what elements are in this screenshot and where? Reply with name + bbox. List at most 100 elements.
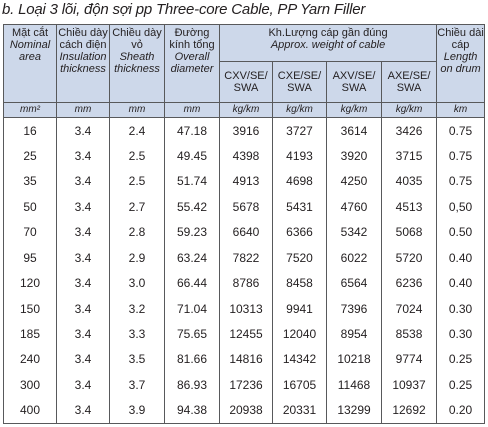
cell-area: 185 [3,321,57,347]
cell-diameter: 49.45 [164,143,220,169]
cell-insulation: 3.4 [56,117,110,144]
table-row: 70 3.4 2.8 59.23 6640 6366 5342 5068 0.50 [3,219,486,245]
cell-cxv: 7822 [219,244,273,271]
cell-diameter: 71.04 [164,295,220,322]
cell-insulation: 3.4 [56,295,110,322]
header-sheath: Chiều dày vỏ Sheath thickness [109,24,165,103]
cell-cxv: 4398 [219,143,273,169]
cell-axv: 6022 [326,244,382,271]
cell-insulation: 3.4 [56,194,110,220]
cell-axv: 6564 [326,270,382,296]
cell-length: 0.25 [436,372,486,398]
cell-diameter: 51.74 [164,168,220,195]
units-row: mm² mm mm mm kg/km kg/km kg/km kg/km km [3,102,486,118]
cell-insulation: 3.4 [56,346,110,373]
header-length-vn: Chiều dài cáp [437,27,484,51]
cell-cxe: 12040 [272,321,327,347]
cell-diameter: 59.23 [164,219,220,245]
cell-diameter: 94.38 [164,397,220,424]
cell-axv: 4760 [326,194,382,220]
cell-cxe: 5431 [272,194,327,220]
cell-cxe: 9941 [272,295,327,322]
cell-length: 0.40 [436,244,486,271]
unit-cell: km [436,102,486,118]
unit-cell: kg/km [272,102,327,118]
cell-sheath: 2.9 [109,244,165,271]
cell-length: 0.75 [436,117,486,144]
unit-cell: kg/km [380,102,438,118]
header-diameter: Đường kính tổng Overall diameter [164,24,220,103]
header-axv: AXV/SE/ SWA [326,61,382,103]
cell-sheath: 2.8 [109,219,165,245]
cell-axe: 8538 [380,321,438,347]
cell-cxe: 14342 [272,346,327,373]
cell-length: 0.30 [436,295,486,322]
header-area-vn: Mặt cắt [11,27,49,39]
cell-insulation: 3.4 [56,270,110,296]
header-length: Chiều dài cáp Length on drum [436,24,486,103]
cell-cxe: 8458 [272,270,327,296]
cell-cxv: 14816 [219,346,273,373]
table-row: 50 3.4 2.7 55.42 5678 5431 4760 4513 0,50 [3,194,486,220]
header-sheath-en: Sheath thickness [114,51,160,75]
cell-sheath: 2.4 [109,117,165,144]
header-length-en: Length on drum [440,51,481,75]
header-area-en: Nominal area [9,39,51,63]
cell-diameter: 63.24 [164,244,220,271]
cell-diameter: 81.66 [164,346,220,373]
cell-cxv: 20938 [219,397,273,424]
cell-insulation: 3.4 [56,244,110,271]
cell-axv: 13299 [326,397,382,424]
cell-insulation: 3.4 [56,168,110,195]
table-row: 300 3.4 3.7 86.93 17236 16705 11468 10937 0.25 [3,372,486,398]
unit-cell: mm [109,102,165,118]
cell-area: 50 [3,194,57,220]
table-row: 95 3.4 2.9 63.24 7822 7520 6022 5720 0.40 [3,244,486,271]
table-row: 16 3.4 2.4 47.18 3916 3727 3614 3426 0.75 [3,117,486,144]
cell-sheath: 2.5 [109,168,165,195]
cell-cxe: 20331 [272,397,327,424]
table-body: 16 3.4 2.4 47.18 3916 3727 3614 3426 0.75 25 3.4 2.… [3,117,486,424]
cell-axe: 3426 [380,117,438,144]
cell-area: 240 [3,346,57,373]
table-row: 400 3.4 3.9 94.38 20938 20331 13299 12692 0.20 [3,397,486,424]
cell-sheath: 3.0 [109,270,165,296]
cell-diameter: 66.44 [164,270,220,296]
cell-cxv: 5678 [219,194,273,220]
cell-area: 300 [3,372,57,398]
cell-sheath: 2.7 [109,194,165,220]
cell-area: 120 [3,270,57,296]
cell-cxv: 8786 [219,270,273,296]
cell-sheath: 2.5 [109,143,165,169]
header-cxv: CXV/SE/ SWA [219,61,273,103]
cell-axv: 4250 [326,168,382,195]
header-diameter-en: Overall diameter [170,51,214,75]
cell-axv: 3920 [326,143,382,169]
cell-length: 0.50 [436,219,486,245]
cell-cxe: 6366 [272,219,327,245]
cell-area: 400 [3,397,57,424]
header-weight-vn: Kh.Lượng cáp gần đúng [268,27,388,39]
header-cxe: CXE/SE/ SWA [272,61,327,103]
table-row: 150 3.4 3.2 71.04 10313 9941 7396 7024 0.30 [3,295,486,322]
unit-cell: kg/km [219,102,273,118]
cell-diameter: 75.65 [164,321,220,347]
cell-cxe: 16705 [272,372,327,398]
cell-sheath: 3.5 [109,346,165,373]
cell-axe: 12692 [380,397,438,424]
header-area: Mặt cắt Nominal area [3,24,57,103]
cell-cxv: 4913 [219,168,273,195]
table-row: 240 3.4 3.5 81.66 14816 14342 10218 9774 0.25 [3,346,486,373]
cell-cxv: 6640 [219,219,273,245]
header-diameter-vn: Đường kính tổng [169,27,215,51]
unit-cell: mm [56,102,110,118]
header-insulation-vn: Chiều dày cách điện [58,27,108,51]
cell-area: 70 [3,219,57,245]
table-row: 35 3.4 2.5 51.74 4913 4698 4250 4035 0.75 [3,168,486,195]
cable-spec-table: Mặt cắt Nominal area Chiều dày cách điện… [3,24,486,424]
cell-insulation: 3.4 [56,219,110,245]
cell-diameter: 86.93 [164,372,220,398]
cell-cxv: 17236 [219,372,273,398]
header-sheath-vn: Chiều dày vỏ [112,27,162,51]
cell-sheath: 3.9 [109,397,165,424]
